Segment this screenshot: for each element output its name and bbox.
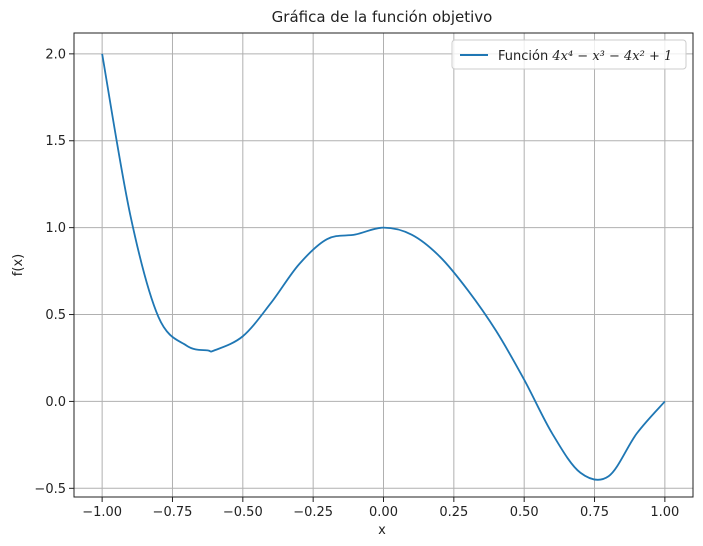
legend-formula: 4x⁴ − x³ − 4x² + 1	[551, 49, 672, 64]
legend-prefix: Función	[498, 49, 552, 64]
legend: Función 4x⁴ − x³ − 4x² + 1	[451, 39, 687, 70]
y-tick-label: 2.0	[45, 47, 66, 62]
x-tick-label: −0.75	[153, 505, 193, 520]
y-tick-label: 1.5	[45, 134, 66, 149]
x-axis: −1.00 −0.75 −0.50 −0.25 0.00 0.25 0.50 0.75 1.00	[82, 497, 679, 520]
x-tick-label: 0.75	[580, 505, 609, 520]
y-tick-label: −0.5	[34, 482, 66, 497]
legend-box	[451, 39, 687, 70]
series-line	[101, 53, 666, 481]
legend-entry: Función 4x⁴ − x³ − 4x² + 1	[498, 49, 672, 64]
x-tick-label: 0.50	[510, 505, 539, 520]
x-tick-label: 1.00	[650, 505, 679, 520]
y-axis: −0.5 0.0 0.5 1.0 1.5 2.0	[34, 47, 74, 497]
series-layer	[101, 53, 666, 481]
x-tick-label: −0.25	[293, 505, 333, 520]
x-tick-label: −1.00	[82, 505, 122, 520]
x-tick-label: 0.00	[369, 505, 398, 520]
x-tick-label: 0.25	[439, 505, 468, 520]
y-axis-label: f(x)	[11, 254, 26, 276]
y-tick-label: 1.0	[45, 221, 66, 236]
y-tick-label: 0.5	[45, 308, 66, 323]
x-axis-label: x	[378, 523, 386, 538]
y-tick-label: 0.0	[45, 395, 66, 410]
chart-title: Gráfica de la función objetivo	[272, 8, 493, 26]
x-tick-label: −0.50	[223, 505, 263, 520]
